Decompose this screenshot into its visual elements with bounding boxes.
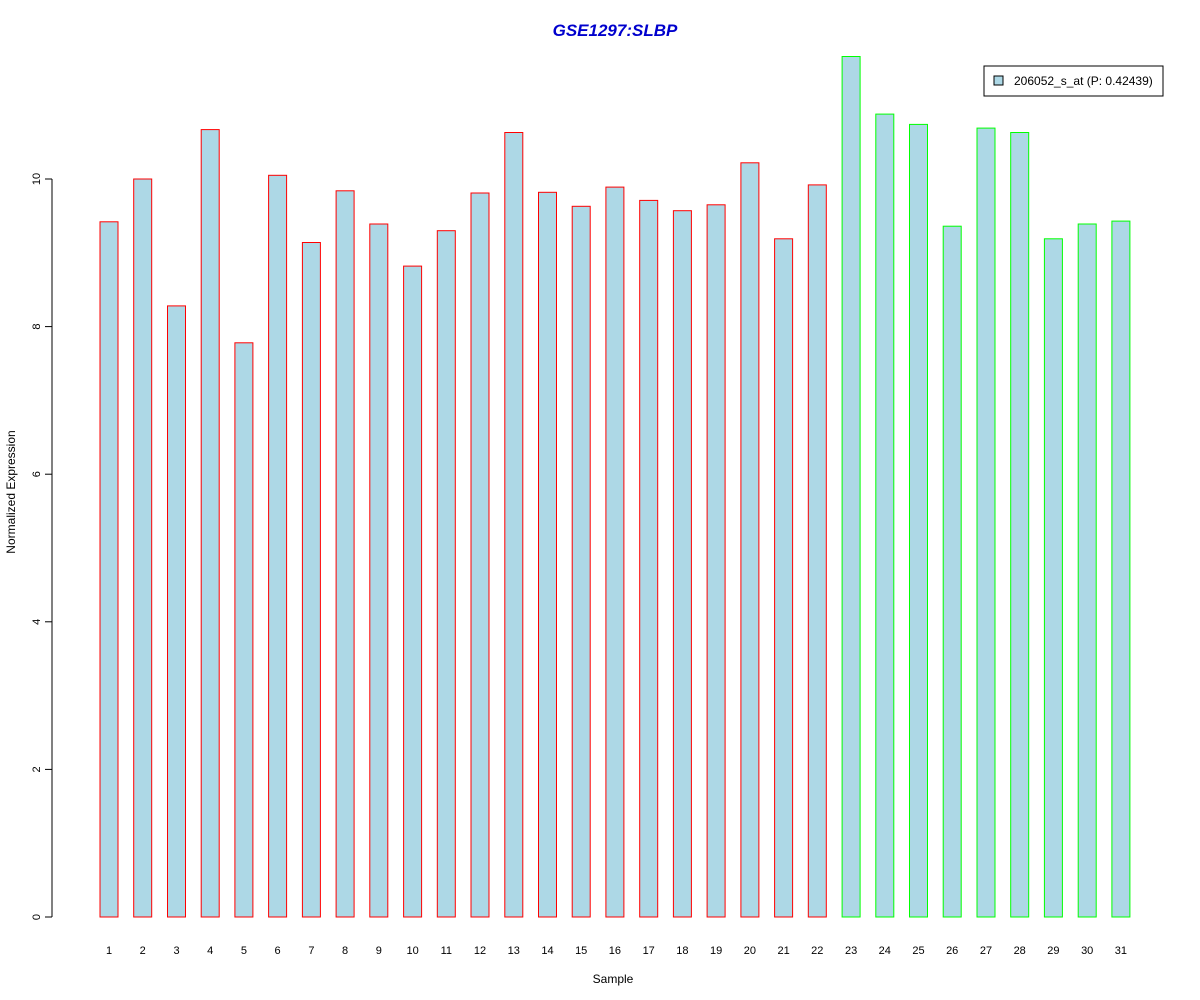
y-tick-label: 0 — [31, 914, 43, 920]
x-tick-label: 9 — [376, 945, 382, 957]
bar-sample-8 — [335, 190, 355, 918]
bar-sample-14 — [538, 191, 557, 918]
bar-sample-6 — [268, 174, 288, 918]
bar-sample-18 — [672, 210, 692, 918]
bar-sample-9 — [369, 223, 389, 918]
bar-sample-10 — [403, 265, 423, 918]
y-tick-label: 2 — [31, 766, 43, 772]
x-tick-label: 26 — [946, 945, 958, 957]
x-tick-label: 17 — [643, 945, 655, 957]
x-tick-label: 25 — [912, 945, 924, 957]
bar-sample-25 — [909, 123, 928, 918]
x-tick-label: 21 — [777, 945, 789, 957]
y-tick-label: 10 — [31, 173, 43, 185]
x-axis-label: Sample — [593, 972, 634, 986]
x-tick-label: 5 — [241, 945, 247, 957]
y-tick-label: 8 — [31, 324, 43, 330]
bar-sample-20 — [740, 162, 760, 918]
bar-sample-3 — [167, 305, 186, 918]
legend-swatch — [993, 75, 1004, 86]
x-tick-label: 2 — [140, 945, 146, 957]
bar-sample-23 — [841, 56, 861, 918]
bar-sample-2 — [133, 178, 153, 918]
x-tick-label: 6 — [275, 945, 281, 957]
bar-sample-21 — [774, 238, 794, 918]
bar-sample-1 — [99, 221, 119, 918]
x-tick-label: 4 — [207, 945, 213, 957]
x-tick-label: 11 — [441, 945, 452, 957]
y-tick-label: 6 — [31, 471, 43, 477]
legend-entry: 206052_s_at (P: 0.42439) — [1014, 74, 1153, 88]
bar-sample-7 — [301, 242, 321, 918]
bar-sample-11 — [436, 230, 456, 918]
x-tick-labels: 1 2 3 4 5 6 7 8 9 10 11 12 13 14 15 16 17 18 19 20 21 22 23 24 2… — [106, 945, 1127, 957]
bar-sample-27 — [976, 127, 996, 918]
x-tick-label: 22 — [811, 945, 823, 957]
bar-sample-29 — [1043, 238, 1063, 918]
bar-sample-5 — [234, 342, 254, 918]
bar-sample-24 — [875, 113, 895, 918]
x-tick-label: 19 — [710, 945, 722, 957]
bar-sample-26 — [942, 225, 962, 918]
bar-sample-31 — [1111, 220, 1131, 918]
chart-title: GSE1297:SLBP — [553, 21, 678, 40]
x-tick-label: 28 — [1014, 945, 1026, 957]
x-tick-label: 10 — [406, 945, 418, 957]
y-tick-label: 4 — [31, 619, 43, 625]
x-tick-label: 23 — [845, 945, 857, 957]
x-tick-label: 29 — [1047, 945, 1059, 957]
x-tick-label: 7 — [308, 945, 314, 957]
bar-sample-15 — [571, 205, 591, 918]
bar-sample-13 — [504, 132, 524, 918]
x-tick-label: 1 — [106, 945, 112, 957]
x-tick-label: 16 — [609, 945, 621, 957]
x-tick-label: 27 — [980, 945, 992, 957]
x-tick-label: 24 — [879, 945, 891, 957]
x-tick-label: 13 — [508, 945, 520, 957]
x-tick-label: 14 — [541, 945, 553, 957]
legend-box — [983, 65, 1164, 97]
bar-sample-19 — [706, 204, 726, 918]
x-tick-label: 18 — [676, 945, 688, 957]
y-axis-label: Normalized Expression — [4, 430, 18, 553]
x-tick-label: 12 — [474, 945, 486, 957]
y-axis: 0 2 4 6 8 10 — [31, 173, 53, 920]
bars — [99, 56, 1131, 918]
x-tick-label: 15 — [575, 945, 587, 957]
bar-sample-12 — [470, 192, 490, 918]
bar-sample-16 — [605, 186, 625, 918]
bar-sample-17 — [639, 199, 659, 918]
bar-sample-28 — [1010, 132, 1030, 918]
bar-sample-30 — [1077, 223, 1097, 918]
x-tick-label: 30 — [1081, 945, 1093, 957]
legend: 206052_s_at (P: 0.42439) — [983, 65, 1164, 97]
bar-sample-22 — [807, 184, 827, 918]
x-tick-label: 20 — [744, 945, 756, 957]
x-tick-label: 3 — [173, 945, 179, 957]
x-tick-label: 31 — [1115, 945, 1127, 957]
bar-sample-4 — [200, 129, 220, 918]
x-tick-label: 8 — [342, 945, 348, 957]
